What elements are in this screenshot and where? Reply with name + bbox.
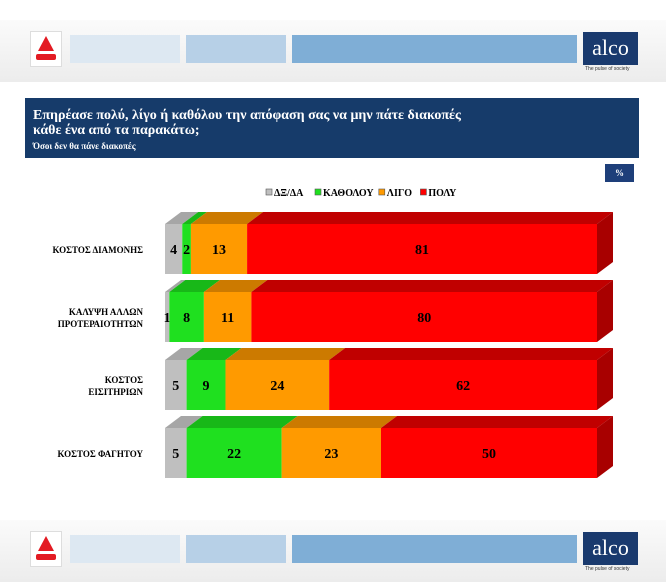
value-label-3-2: 23 — [324, 447, 338, 462]
bar-top-1-1 — [169, 280, 220, 292]
value-label-0-0: 4 — [170, 243, 177, 258]
bar-side-0 — [597, 212, 613, 274]
legend-swatch-2 — [378, 188, 386, 196]
bar-top-2-1 — [186, 348, 242, 360]
bar-top-2-0 — [165, 348, 203, 360]
bar-1-1 — [169, 292, 204, 342]
bar-2-1 — [186, 360, 226, 410]
legend-swatch-1 — [314, 188, 322, 196]
header-stripe-3 — [292, 35, 577, 63]
bar-top-1-3 — [251, 280, 613, 292]
value-label-2-3: 62 — [456, 379, 470, 394]
legend-label-0: ΔΞ/ΔΑ — [274, 188, 304, 199]
bar-0-2 — [190, 224, 248, 274]
value-label-2-0: 5 — [172, 379, 179, 394]
bar-side-2 — [597, 348, 613, 410]
footer-stripe-1 — [70, 535, 180, 563]
value-label-1-2: 11 — [221, 311, 234, 326]
value-label-3-3: 50 — [482, 447, 496, 462]
bar-top-0-3 — [247, 212, 613, 224]
bar-top-2-2 — [225, 348, 346, 360]
footer-alco-logo: alco — [583, 532, 638, 565]
bar-2-0 — [165, 360, 187, 410]
bar-side-1 — [597, 280, 613, 342]
category-label-2-1: ΕΙΣΙΤΗΡΙΩΝ — [88, 387, 143, 397]
category-label-0-0: ΚΟΣΤΟΣ ΔΙΑΜΟΝΗΣ — [52, 245, 143, 255]
value-label-1-3: 80 — [417, 311, 431, 326]
category-label-3-0: ΚΟΣΤΟΣ ΦΑΓΗΤΟΥ — [58, 449, 144, 459]
footer-alco-tagline: The pulse of society — [585, 566, 630, 572]
legend-label-3: ΠΟΛΥ — [428, 188, 457, 199]
bar-top-3-0 — [165, 416, 203, 428]
category-label-2-0: ΚΟΣΤΟΣ — [105, 375, 143, 385]
header-stripe-2 — [186, 35, 286, 63]
stacked-bar-chart: ΔΞ/ΔΑ ΚΑΘΟΛΟΥ ΛΙΓΟ ΠΟΛΥ 4 2 13 81 ΚΟΣΤΟΣ ΔΙΑΜΟΝΗ… — [52, 188, 613, 478]
bar-0-3 — [247, 224, 597, 274]
category-label-1-1: ΠΡΟΤΕΡΑΙΟΤΗΤΩΝ — [58, 319, 144, 329]
a-logo-icon — [30, 31, 62, 67]
alco-tagline: The pulse of society — [585, 66, 630, 72]
value-label-1-1: 8 — [183, 311, 190, 326]
question-header: Επηρέασε πολύ, λίγο ή καθόλου την απόφασ… — [25, 98, 639, 158]
legend-label-2: ΛΙΓΟ — [387, 188, 412, 199]
value-label-0-3: 81 — [415, 243, 429, 258]
footer-stripe-2 — [186, 535, 286, 563]
bar-3-1 — [186, 428, 282, 478]
bar-3-3 — [381, 428, 597, 478]
bar-top-0-2 — [190, 212, 264, 224]
bar-top-3-2 — [281, 416, 397, 428]
value-label-1-0: 1 — [164, 311, 171, 326]
footer-band: alco The pulse of society — [0, 520, 666, 582]
bar-1-2 — [203, 292, 252, 342]
value-label-2-1: 9 — [203, 379, 210, 394]
legend-swatch-0 — [265, 188, 273, 196]
bar-top-0-0 — [165, 212, 199, 224]
bar-top-3-1 — [186, 416, 298, 428]
bar-1-3 — [251, 292, 597, 342]
footer-a-logo-icon — [30, 531, 62, 567]
bar-top-1-0 — [165, 280, 186, 292]
question-title-line2: κάθε ένα από τα παρακάτω; — [33, 123, 200, 138]
category-label-1-0: ΚΑΛΥΨΗ ΑΛΛΩΝ — [69, 307, 144, 317]
value-label-3-0: 5 — [172, 447, 179, 462]
bar-top-0-1 — [182, 212, 207, 224]
value-label-0-2: 13 — [212, 243, 226, 258]
bar-0-1 — [182, 224, 191, 274]
value-label-0-1: 2 — [183, 243, 190, 258]
header-stripe-1 — [70, 35, 180, 63]
bar-top-3-3 — [381, 416, 613, 428]
legend-label-1: ΚΑΘΟΛΟΥ — [323, 188, 374, 199]
question-subtitle: Όσοι δεν θα πάνε διακοπές — [33, 141, 136, 151]
bar-3-2 — [281, 428, 381, 478]
question-title: Επηρέασε πολύ, λίγο ή καθόλου την απόφασ… — [33, 108, 633, 138]
question-title-line1: Επηρέασε πολύ, λίγο ή καθόλου την απόφασ… — [33, 108, 461, 123]
bar-side-3 — [597, 416, 613, 478]
bar-top-1-2 — [203, 280, 268, 292]
legend-swatch-3 — [420, 188, 427, 196]
bar-2-3 — [329, 360, 597, 410]
bar-1-0 — [165, 292, 170, 342]
bar-top-2-3 — [329, 348, 613, 360]
header-band: alco The pulse of society — [0, 20, 666, 82]
bar-3-0 — [165, 428, 187, 478]
bar-2-2 — [225, 360, 330, 410]
bar-0-0 — [165, 224, 183, 274]
percent-badge: % — [605, 164, 634, 182]
value-label-2-2: 24 — [270, 379, 284, 394]
alco-logo: alco — [583, 32, 638, 65]
value-label-3-1: 22 — [227, 447, 241, 462]
footer-stripe-3 — [292, 535, 577, 563]
